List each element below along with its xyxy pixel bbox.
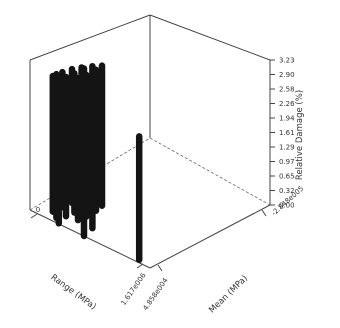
z-tick-label: 0.32 (279, 187, 295, 195)
frame-top-left (29, 14, 151, 61)
z-axis-label: Relative Damage (%) (295, 90, 305, 180)
z-tick-label: 1.61 (279, 129, 295, 137)
z-tick-label: 2.90 (279, 71, 295, 79)
z-tick-label: 0.00 (279, 202, 295, 210)
frame-floor-front-left (29, 209, 151, 269)
frame-floor-back-left (29, 137, 151, 211)
frame-top-right (149, 14, 271, 61)
z-tick-label: 2.58 (279, 86, 295, 94)
x-tick-label-start: 0 (36, 206, 40, 214)
frame-floor-front-right (149, 204, 271, 269)
chart-frame (29, 14, 271, 272)
z-tick-label: 0.97 (279, 158, 295, 166)
z-tick-label: 0.65 (279, 173, 295, 181)
frame-floor-back-right (149, 137, 271, 206)
y-tick-mark-start (157, 264, 163, 272)
x-tick-mark-end (136, 263, 144, 269)
z-tick-label: 3.23 (279, 57, 295, 65)
z-tick-label: 2.26 (279, 100, 295, 108)
z-tick-label: 1.94 (279, 115, 295, 123)
y-tick-mark-end (261, 209, 267, 217)
x-tick-label-end: 1.617e006 (119, 271, 147, 307)
bar-group (49, 62, 143, 264)
z-tick-label: 1.29 (279, 144, 295, 152)
x-tick-mark-start (30, 213, 38, 219)
z-axis-ticks: 0.00 0.32 0.65 0.97 1.29 1.61 1.94 2.26 2.58 2.90… (270, 57, 295, 210)
y-axis-label: Mean (MPa) (207, 274, 250, 316)
x-axis-label: Range (MPa) (49, 273, 98, 313)
y-tick-label-start: 4.858e004 (141, 276, 169, 312)
